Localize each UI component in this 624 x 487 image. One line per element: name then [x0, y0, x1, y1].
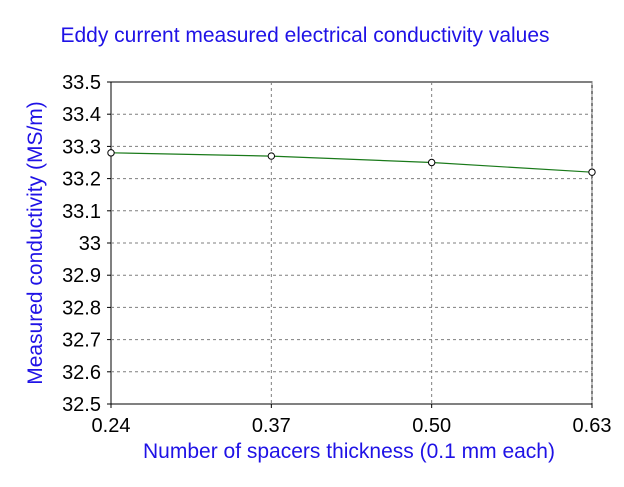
- data-point: [267, 152, 276, 160]
- series-line: [110, 152, 593, 173]
- x-tick-label: 0.50: [412, 415, 451, 437]
- grid: [111, 82, 593, 404]
- x-axis-ticks: 0.24 0.37 0.50 0.63: [92, 404, 612, 437]
- y-axis-ticks: 32.5 32.6 32.7 32.8 32.9 33 33.1 33.2 33.3 33.4 33…: [62, 72, 111, 416]
- y-tick-label: 33.5: [62, 72, 101, 94]
- x-tick-label: 0.24: [92, 415, 131, 437]
- y-tick-label: 32.9: [62, 265, 101, 287]
- y-tick-label: 33.4: [62, 104, 101, 126]
- x-tick-label: 0.37: [252, 415, 291, 437]
- y-axis-label: Measured conductivity (MS/m): [24, 101, 47, 385]
- data-point: [107, 149, 115, 157]
- data-point: [427, 158, 436, 167]
- y-tick-label: 33.1: [62, 201, 101, 223]
- y-tick-label: 33.2: [62, 169, 101, 191]
- series-layer: [107, 149, 596, 176]
- x-axis-label: Number of spacers thickness (0.1 mm each…: [143, 440, 555, 463]
- y-tick-label: 32.8: [62, 297, 101, 319]
- x-tick-label: 0.63: [573, 415, 612, 437]
- y-tick-label: 32.7: [62, 330, 101, 352]
- y-tick-label: 32.5: [62, 394, 101, 416]
- y-tick-label: 33: [79, 233, 101, 255]
- data-point: [588, 168, 596, 176]
- y-tick-label: 32.6: [62, 362, 101, 384]
- y-tick-label: 33.3: [62, 136, 101, 158]
- chart-title: Eddy current measured electrical conduct…: [60, 24, 549, 47]
